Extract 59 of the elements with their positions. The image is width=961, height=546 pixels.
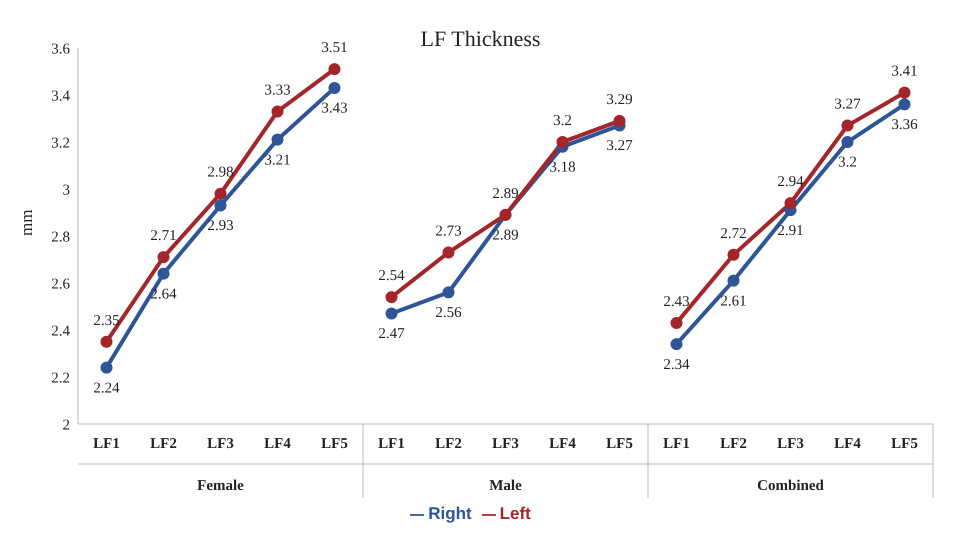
category-divider: LF3 Male bbox=[489, 436, 522, 494]
data-label: 2.94 bbox=[777, 174, 804, 190]
data-label: 2.61 bbox=[720, 293, 747, 310]
data-label: 2.93 bbox=[207, 218, 234, 234]
y-tick-label: 2.2 bbox=[51, 370, 70, 386]
category-divider: LF2 bbox=[435, 436, 462, 452]
category-divider: LF5 bbox=[891, 424, 934, 498]
data-label: 2.56 bbox=[435, 305, 462, 322]
category-divider: LF4 bbox=[549, 436, 576, 452]
data-label: 3.21 bbox=[264, 152, 291, 168]
data-label: 3.29 bbox=[606, 92, 633, 108]
data-label: 2.98 bbox=[207, 164, 234, 181]
data-label: 3.18 bbox=[549, 159, 576, 176]
legend-label: Left bbox=[500, 504, 531, 523]
legend-label: Right bbox=[428, 504, 472, 523]
data-label: 3.41 bbox=[891, 64, 918, 80]
category-divider: LF2 bbox=[150, 436, 177, 452]
category-divider: LF4 bbox=[264, 436, 291, 452]
y-tick-label: 2.8 bbox=[51, 229, 70, 246]
x-tick-label: LF5 bbox=[891, 436, 918, 452]
data-label: 2.47 bbox=[378, 326, 406, 342]
y-axis-title: mm bbox=[17, 210, 36, 236]
x-tick-label: LF1 bbox=[378, 436, 405, 452]
data-label: 2.64 bbox=[150, 286, 178, 302]
y-tick-label: 3.6 bbox=[51, 41, 70, 58]
data-label: 2.24 bbox=[93, 380, 120, 396]
y-tick-label: 2.6 bbox=[51, 276, 70, 292]
y-tick-label: 3.2 bbox=[51, 135, 70, 152]
category-divider: LF5 bbox=[321, 436, 348, 452]
data-label: 2.89 bbox=[492, 228, 519, 244]
y-tick-label: 2.4 bbox=[51, 323, 70, 340]
data-label: 2.89 bbox=[492, 186, 519, 202]
data-label: 3.2 bbox=[553, 113, 572, 129]
data-label: 3.33 bbox=[264, 82, 291, 98]
category-divider: LF5 bbox=[606, 436, 633, 452]
data-label: 3.36 bbox=[891, 117, 918, 134]
data-label: 2.43 bbox=[663, 294, 690, 310]
y-tick-label: 3 bbox=[62, 182, 70, 198]
data-label: 2.73 bbox=[435, 223, 462, 240]
category-divider: LF4 bbox=[834, 436, 861, 452]
category-divider: LF2 bbox=[720, 436, 747, 452]
data-label: 2.91 bbox=[777, 222, 804, 239]
data-label: 3.43 bbox=[321, 100, 348, 117]
data-label: 3.2 bbox=[838, 154, 857, 171]
data-label: 2.72 bbox=[720, 226, 747, 242]
category-divider: LF3 Combined bbox=[757, 436, 824, 494]
data-label: 3.27 bbox=[606, 138, 634, 154]
data-label: 3.27 bbox=[834, 96, 862, 113]
data-label: 2.35 bbox=[93, 312, 120, 329]
data-label: 2.34 bbox=[663, 356, 690, 373]
data-label: 2.71 bbox=[150, 228, 177, 244]
data-label: 3.51 bbox=[321, 40, 348, 56]
chart-title: LF Thickness bbox=[420, 26, 540, 51]
x-tick-label: LF1 bbox=[93, 436, 120, 452]
category-divider: LF3 Female bbox=[197, 436, 244, 494]
y-tick-label: 2 bbox=[62, 417, 70, 434]
x-tick-label: LF1 bbox=[663, 436, 690, 452]
y-tick-label: 3.4 bbox=[51, 88, 70, 104]
data-label: 2.54 bbox=[378, 268, 406, 284]
